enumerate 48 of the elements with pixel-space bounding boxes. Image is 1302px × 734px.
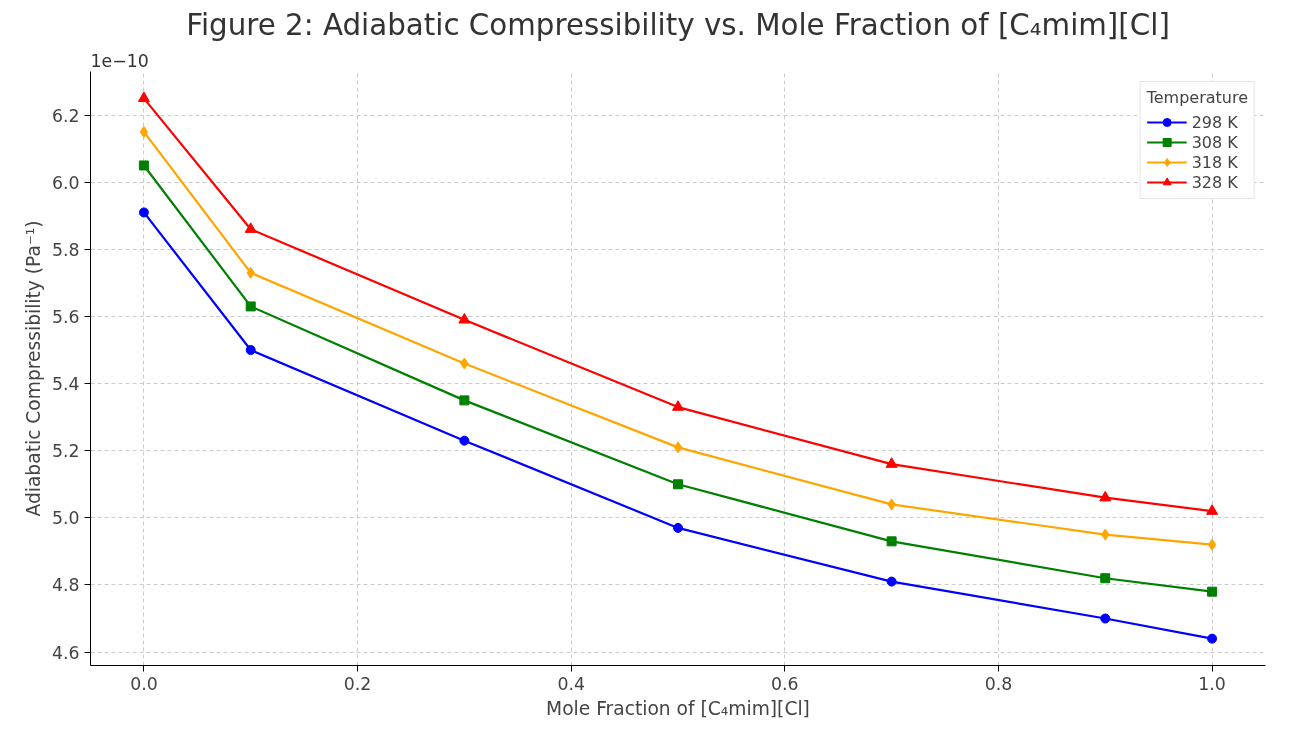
point (1207, 586, 1218, 597)
point (1207, 633, 1218, 644)
legend-title: Temperature (1146, 88, 1248, 107)
x-tick-label: 0.4 (557, 673, 585, 694)
point (458, 312, 471, 324)
point (673, 479, 683, 490)
y-tick-label: 5.6 (51, 306, 80, 327)
y-tick-label: 5.4 (51, 374, 80, 395)
point (1099, 490, 1112, 502)
x-tick-label: 0.6 (771, 673, 799, 694)
legend-label: 308 K (1191, 132, 1238, 152)
point (138, 207, 149, 218)
point (1206, 504, 1219, 515)
x-tick-label: 0.8 (984, 673, 1013, 694)
point (1207, 538, 1217, 551)
point (245, 301, 256, 312)
y-tick-label: 5.8 (51, 239, 80, 260)
point (245, 345, 256, 356)
y-tick-label: 5.0 (51, 508, 80, 529)
point (886, 536, 897, 547)
legend-label: 318 K (1191, 152, 1238, 172)
point (139, 125, 149, 138)
point (673, 441, 683, 454)
legend-label: 328 K (1191, 172, 1238, 192)
y-tick-label: 6.0 (51, 172, 80, 193)
point (673, 522, 683, 533)
point (459, 435, 470, 446)
chart-title: Figure 2: Adiabatic Compressibility vs. Mole Fraction of [C₄mim][Cl] (186, 7, 1170, 42)
legend-label: 298 K (1191, 112, 1238, 132)
y-tick-label: 4.6 (51, 642, 80, 663)
y-tick-label: 6.2 (51, 105, 80, 126)
point (886, 576, 897, 587)
x-tick-label: 0.0 (130, 673, 158, 694)
point (138, 160, 149, 171)
point (244, 222, 257, 233)
text: 1e−10 (90, 50, 149, 71)
point (137, 91, 150, 103)
point (1100, 613, 1111, 624)
x-tick-label: 0.2 (343, 673, 372, 694)
point (672, 400, 684, 411)
point (1100, 573, 1111, 584)
point (885, 457, 898, 468)
point (459, 395, 470, 406)
x-axis-title: Mole Fraction of [C₄mim][Cl] (546, 697, 810, 719)
y-tick-label: 4.8 (51, 575, 80, 596)
x-tick-label: 1.0 (1198, 673, 1226, 694)
y-tick-label: 5.2 (51, 441, 80, 462)
y-axis-title: Adiabatic Compressibility (Pa⁻¹) (22, 220, 44, 517)
